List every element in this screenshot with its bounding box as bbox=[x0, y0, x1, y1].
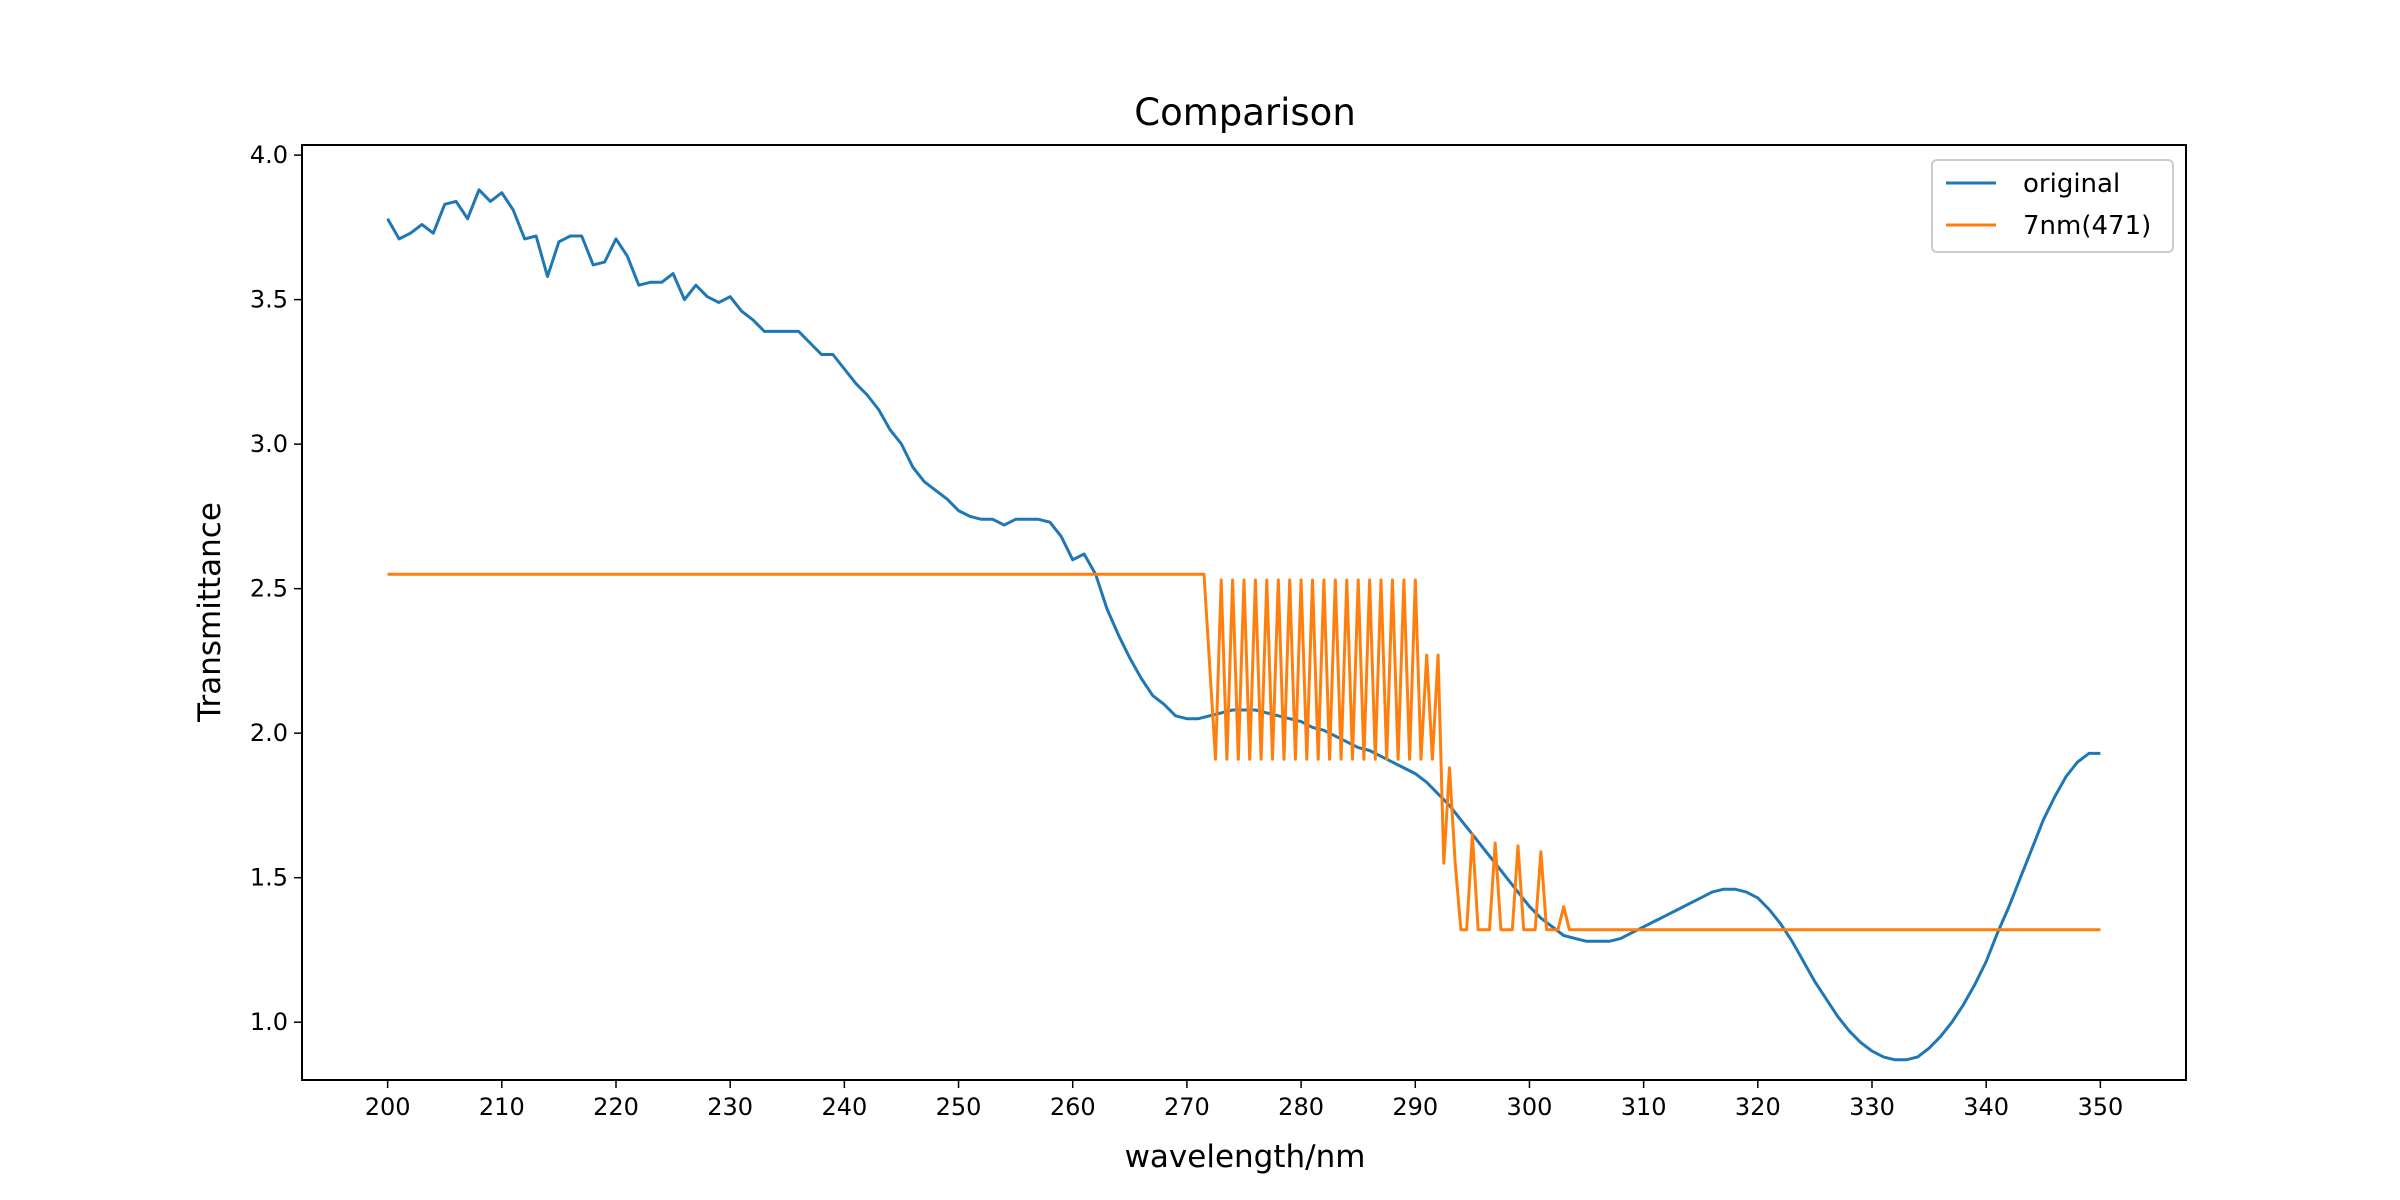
y-tick-label: 3.0 bbox=[250, 430, 288, 458]
series-line-original bbox=[386, 188, 2101, 1062]
plot-frame bbox=[301, 144, 2187, 1081]
x-tick-label: 320 bbox=[1735, 1093, 1781, 1121]
x-tick-label: 220 bbox=[593, 1093, 639, 1121]
series-layer bbox=[386, 188, 2101, 1062]
y-tick-label: 2.5 bbox=[250, 575, 288, 603]
x-tick-label: 350 bbox=[2077, 1093, 2123, 1121]
y-tick-label: 4.0 bbox=[250, 141, 288, 169]
x-tick-label: 250 bbox=[936, 1093, 982, 1121]
x-tick-label: 300 bbox=[1507, 1093, 1553, 1121]
x-tick-label: 310 bbox=[1621, 1093, 1667, 1121]
x-tick-label: 330 bbox=[1849, 1093, 1895, 1121]
x-tick-label: 280 bbox=[1278, 1093, 1324, 1121]
y-tick-label: 1.5 bbox=[250, 864, 288, 892]
x-tick-label: 210 bbox=[479, 1093, 525, 1121]
legend: original 7nm(471) bbox=[1931, 159, 2174, 253]
x-tick-label: 340 bbox=[1963, 1093, 2009, 1121]
x-tick-label: 270 bbox=[1164, 1093, 1210, 1121]
y-axis: 1.0 1.5 2.0 2.5 3.0 3.5 4.0 bbox=[250, 141, 302, 1036]
series-line-7nm bbox=[387, 572, 2101, 932]
chart-title: Comparison bbox=[1134, 91, 1356, 134]
legend-label-original: original bbox=[2023, 169, 2120, 199]
y-tick-label: 2.0 bbox=[250, 719, 288, 747]
y-axis-label: Transmittance bbox=[192, 502, 228, 723]
y-tick-label: 3.5 bbox=[250, 286, 288, 314]
x-tick-label: 240 bbox=[821, 1093, 867, 1121]
x-axis: 200 210 220 230 240 250 260 270 280 290 300 310 320 3… bbox=[365, 1080, 2123, 1121]
x-tick-label: 230 bbox=[707, 1093, 753, 1121]
y-tick-label: 1.0 bbox=[250, 1008, 288, 1036]
legend-label-7nm: 7nm(471) bbox=[2023, 211, 2151, 241]
x-tick-label: 260 bbox=[1050, 1093, 1096, 1121]
x-tick-label: 200 bbox=[365, 1093, 411, 1121]
x-tick-label: 290 bbox=[1392, 1093, 1438, 1121]
x-axis-label: wavelength/nm bbox=[1125, 1139, 1366, 1175]
